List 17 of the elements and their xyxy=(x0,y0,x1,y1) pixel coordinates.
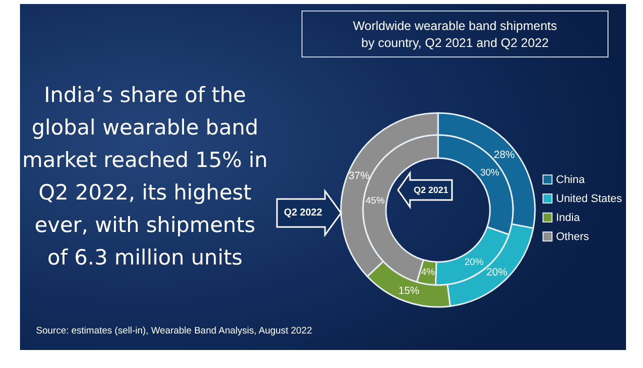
data-label: 4% xyxy=(421,267,436,278)
legend-label: Others xyxy=(556,231,590,243)
data-label: 15% xyxy=(398,284,420,297)
slice-label: Q2 2022 xyxy=(284,208,323,218)
data-label: 20% xyxy=(464,256,484,268)
data-label: 20% xyxy=(486,266,508,279)
text: India’s share of the global wearable band market reached 15% in Q2 2022, its highest ever, with shipments of 6.3 million units xyxy=(22,83,268,270)
data-label: 37% xyxy=(348,170,370,182)
slice-label: Q2 2021 xyxy=(414,185,448,195)
legend-label: China xyxy=(556,174,586,186)
legend-label: United States xyxy=(556,193,623,205)
legend-label: India xyxy=(556,212,581,224)
data-label: 30% xyxy=(480,168,500,179)
chart-subtitle: Worldwide wearable band shipments by country, Q2 2021 and Q2 2022 xyxy=(352,19,558,50)
data-label: 28% xyxy=(494,149,515,162)
data-label: 45% xyxy=(366,195,386,206)
source-note: Source: estimates (sell-in), Wearable Band Analysis, August 2022 xyxy=(36,326,312,336)
